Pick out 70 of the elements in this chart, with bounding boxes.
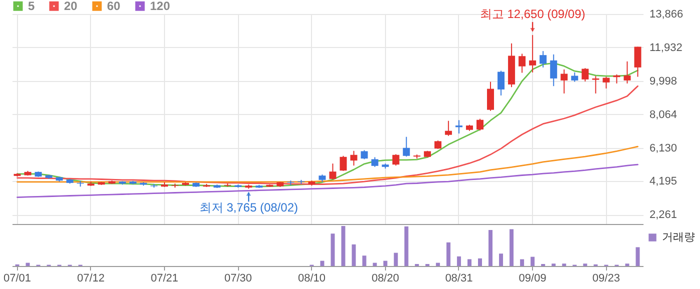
bar [446, 242, 450, 266]
bar [330, 234, 335, 266]
bar [404, 226, 408, 266]
y-tick-label: 2,261 [650, 209, 678, 222]
legend-label: 5 [28, 0, 35, 14]
x-tick-label: 08/31 [445, 272, 473, 284]
candlestick [360, 150, 368, 160]
bar [488, 230, 493, 266]
bar [394, 252, 398, 266]
candlestick [340, 155, 347, 172]
candlestick [476, 118, 484, 132]
bar [320, 260, 324, 266]
candlestick [540, 50, 547, 68]
candlestick [550, 54, 558, 87]
candlestick [498, 70, 505, 96]
candlestick [518, 53, 526, 74]
candlestick [624, 60, 631, 84]
candlestick [592, 76, 600, 94]
y-tick-label: 11,932 [650, 42, 682, 54]
candlestick [392, 154, 400, 166]
legend-label: 거래량 [662, 232, 695, 244]
annotation: 최고 12,650 (09/09) [480, 7, 586, 22]
x-tick-label: 07/01 [3, 272, 32, 284]
x-tick-label: 08/20 [372, 272, 400, 284]
bar [362, 256, 366, 266]
candlestick [634, 46, 642, 78]
y-tick-label: 13,866 [650, 8, 684, 20]
x-tick-label: 08/10 [298, 272, 326, 284]
bar [510, 229, 514, 266]
bar [478, 258, 482, 266]
bar [383, 260, 388, 266]
x-tick-label: 07/12 [77, 272, 105, 284]
line-series [16, 146, 638, 183]
bar [499, 254, 504, 266]
bar [436, 262, 440, 266]
candlestick [602, 76, 610, 89]
annotation: 최저 3,765 (08/02) [199, 200, 298, 215]
bar [352, 244, 356, 266]
bar [456, 256, 461, 266]
y-tick-label: 9,998 [650, 75, 678, 88]
candlestick [582, 68, 589, 82]
candlestick [487, 81, 494, 112]
bar [530, 256, 535, 266]
legend-label: 60 [107, 0, 121, 14]
bar [520, 259, 524, 266]
candlestick [529, 34, 536, 73]
x-tick-label: 07/30 [224, 272, 252, 284]
bar [467, 259, 472, 266]
candlestick [329, 163, 336, 180]
bar [636, 247, 640, 266]
legend-label: 120 [150, 0, 170, 14]
candlestick [571, 72, 578, 82]
bar [26, 262, 30, 266]
bar [372, 262, 377, 266]
candlestick [371, 156, 378, 168]
x-tick-label: 09/23 [592, 272, 620, 284]
line-series [16, 164, 638, 198]
candlestick [560, 68, 568, 94]
candlestick [613, 74, 620, 84]
y-tick-label: 8,064 [650, 108, 678, 121]
line-series [16, 85, 638, 185]
candlestick [402, 136, 410, 158]
bar [341, 226, 346, 266]
y-tick-label: 6,130 [650, 142, 678, 154]
x-tick-label: 07/21 [150, 272, 178, 284]
candlestick [444, 120, 452, 136]
legend-label: 20 [64, 0, 78, 14]
y-tick-label: 4,195 [650, 176, 678, 188]
candlestick [350, 150, 358, 166]
x-tick-label: 09/09 [518, 272, 546, 284]
